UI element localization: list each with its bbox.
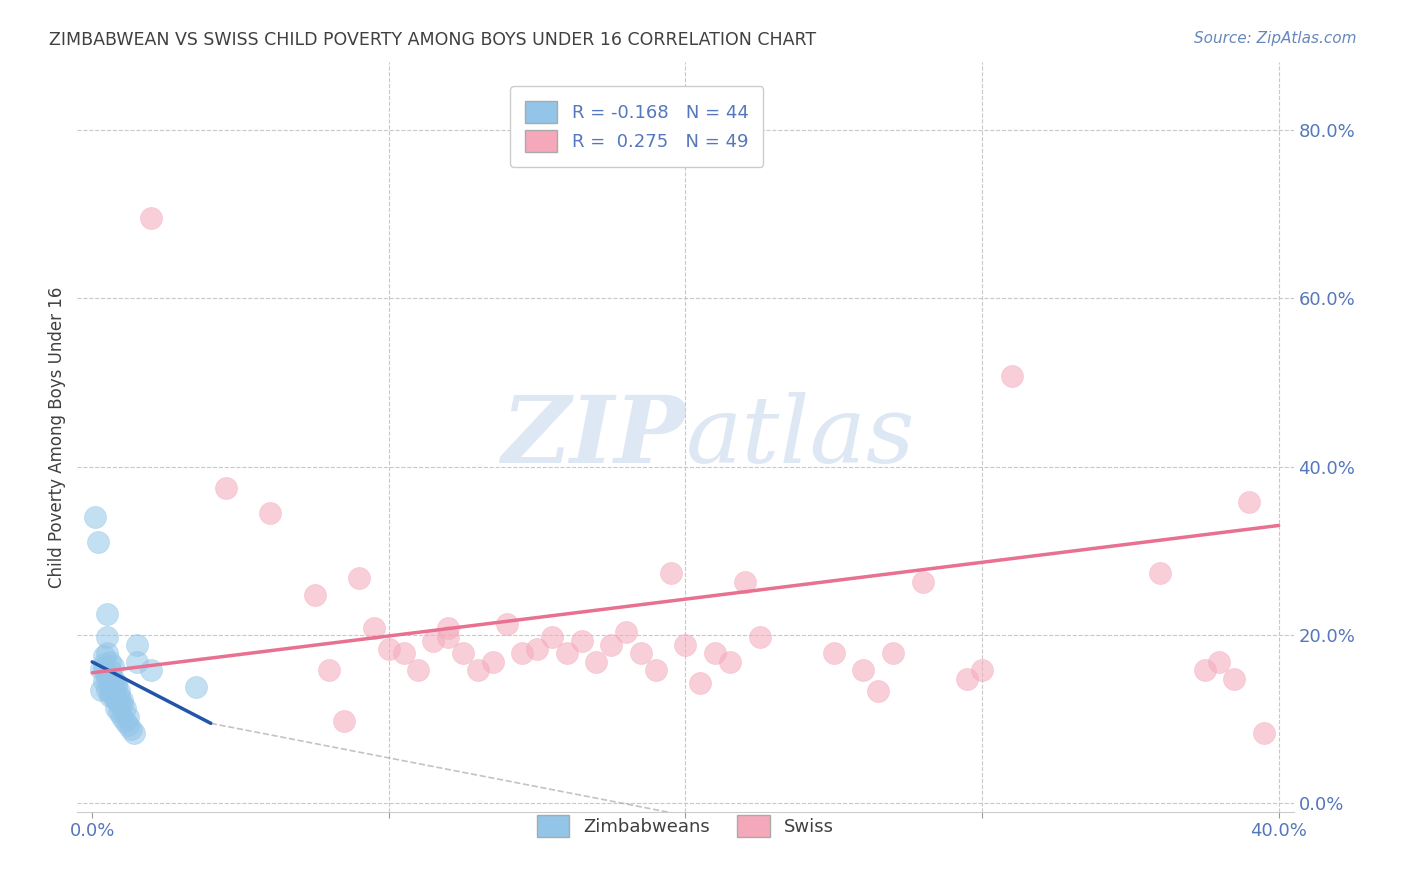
Point (111, 709, 134, 723)
Point (101, 676, 124, 690)
Point (734, 574, 756, 589)
Point (555, 647, 578, 661)
Point (101, 672, 124, 686)
Point (571, 633, 593, 648)
Point (333, 714, 356, 728)
Point (852, 663, 875, 677)
Point (108, 689, 131, 703)
Point (111, 697, 134, 711)
Point (93, 657, 115, 672)
Point (378, 642, 401, 657)
Point (98, 689, 121, 703)
Point (96, 607, 118, 621)
Point (956, 672, 979, 686)
Text: ZIMBABWEAN VS SWISS CHILD POVERTY AMONG BOYS UNDER 16 CORRELATION CHART: ZIMBABWEAN VS SWISS CHILD POVERTY AMONG … (49, 31, 817, 49)
Point (125, 655, 148, 669)
Point (823, 647, 845, 661)
Point (541, 630, 564, 644)
Point (318, 663, 340, 677)
Y-axis label: Child Poverty Among Boys Under 16: Child Poverty Among Boys Under 16 (48, 286, 66, 588)
Text: atlas: atlas (686, 392, 915, 482)
Point (363, 621, 385, 635)
Point (644, 663, 666, 677)
Point (451, 647, 474, 661)
Point (600, 638, 623, 652)
Point (304, 587, 326, 601)
Point (104, 676, 127, 690)
Point (104, 680, 127, 694)
Point (98, 684, 121, 698)
Point (392, 647, 415, 661)
Point (141, 663, 163, 677)
Point (125, 638, 148, 652)
Point (630, 647, 652, 661)
Point (120, 723, 142, 737)
Point (422, 633, 444, 648)
Point (93, 648, 115, 663)
Point (970, 663, 993, 677)
Point (96, 682, 118, 697)
Point (87, 535, 110, 549)
Point (104, 701, 127, 715)
Point (104, 692, 127, 706)
Point (114, 701, 136, 715)
Point (101, 680, 124, 694)
Point (481, 655, 503, 669)
Point (98, 655, 121, 669)
Point (704, 647, 727, 661)
Point (1149, 566, 1171, 581)
Point (748, 630, 770, 644)
Point (117, 709, 139, 723)
Text: Source: ZipAtlas.com: Source: ZipAtlas.com (1194, 31, 1357, 46)
Text: ZIP: ZIP (501, 392, 686, 482)
Point (117, 718, 139, 732)
Point (1194, 663, 1216, 677)
Point (437, 621, 460, 635)
Point (101, 689, 124, 703)
Point (526, 642, 548, 657)
Point (911, 574, 934, 589)
Point (585, 655, 607, 669)
Point (614, 625, 637, 640)
Point (659, 566, 682, 581)
Point (101, 659, 124, 673)
Point (1223, 672, 1246, 686)
Point (882, 647, 904, 661)
Point (184, 680, 207, 694)
Point (93, 674, 115, 689)
Point (122, 726, 145, 740)
Point (868, 684, 890, 698)
Point (347, 571, 370, 585)
Point (93, 662, 115, 676)
Point (496, 617, 519, 632)
Point (90, 662, 112, 676)
Point (718, 655, 741, 669)
Point (214, 481, 236, 495)
Point (408, 663, 430, 677)
Point (1001, 368, 1024, 383)
Point (108, 684, 131, 698)
Point (114, 714, 136, 728)
Legend: Zimbabweans, Swiss: Zimbabweans, Swiss (522, 800, 849, 851)
Point (437, 630, 460, 644)
Point (1208, 655, 1230, 669)
Point (1253, 726, 1275, 740)
Point (96, 672, 118, 686)
Point (689, 676, 711, 690)
Point (108, 706, 131, 720)
Point (111, 692, 134, 706)
Point (90, 682, 112, 697)
Point (675, 638, 697, 652)
Point (467, 663, 489, 677)
Point (510, 647, 533, 661)
Point (98, 672, 121, 686)
Point (84, 510, 107, 524)
Point (96, 630, 118, 644)
Point (108, 697, 131, 711)
Point (1237, 495, 1260, 509)
Point (98, 663, 121, 677)
Point (259, 506, 281, 520)
Point (141, 211, 163, 226)
Point (96, 647, 118, 661)
